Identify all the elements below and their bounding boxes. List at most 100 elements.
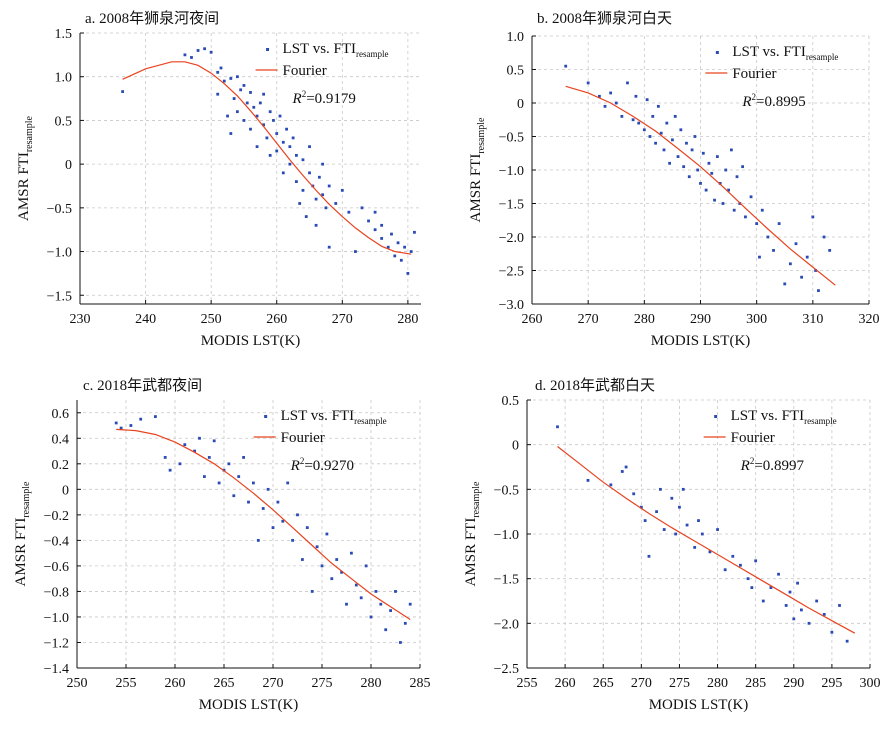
- scatter-point: [671, 138, 674, 142]
- y-axis-label: AMSR FTIresample: [468, 117, 487, 222]
- scatter-point: [731, 554, 735, 558]
- scatter-point: [314, 197, 318, 201]
- y-axis-label-main: AMSR FTI: [463, 518, 479, 587]
- scatter-point: [556, 425, 559, 429]
- scatter-point: [815, 599, 819, 603]
- scatter-point: [642, 128, 646, 132]
- x-tick-label: 275: [312, 676, 333, 691]
- x-axis-label: MODIS LST(K): [201, 333, 301, 349]
- scatter-point: [216, 92, 220, 96]
- scatter-point: [707, 161, 711, 165]
- scatter-point: [399, 641, 402, 644]
- scatter-point: [310, 590, 314, 593]
- scatter-point: [296, 513, 299, 517]
- scatter-point: [647, 554, 651, 558]
- scatter-point: [693, 546, 697, 549]
- r-squared-annotation: R2=0.9270: [290, 456, 354, 474]
- scatter-point: [838, 604, 841, 607]
- scatter-point: [685, 523, 689, 527]
- scatter-point: [713, 198, 716, 202]
- x-tick-label: 270: [578, 312, 599, 327]
- scatter-point: [393, 254, 397, 258]
- scatter-point: [242, 84, 246, 87]
- scatter-point: [121, 90, 125, 93]
- scatter-point: [262, 123, 266, 127]
- scatter-point: [373, 228, 377, 232]
- scatter-point: [696, 168, 700, 172]
- x-tick-label: 260: [555, 676, 576, 691]
- scatter-point: [255, 145, 259, 149]
- scatter-point: [749, 195, 753, 199]
- scatter-point: [805, 255, 809, 259]
- scatter-point: [822, 613, 826, 616]
- scatter-point: [291, 136, 295, 140]
- legend-scatter-label-subscript: resample: [804, 416, 836, 426]
- y-tick-label: −0.5: [47, 202, 72, 217]
- scatter-point: [258, 101, 262, 105]
- legend-scatter-marker: [714, 415, 718, 418]
- x-tick-label: 270: [263, 676, 284, 691]
- scatter-point: [390, 232, 393, 236]
- legend-scatter-label: LST vs. FTIresample: [281, 408, 387, 426]
- scatter-point: [335, 558, 339, 561]
- scatter-point: [379, 602, 383, 606]
- y-tick-label: 0.4: [52, 432, 70, 447]
- scatter-point: [648, 135, 652, 138]
- y-tick-label: −1.0: [47, 246, 72, 261]
- scatter-point: [347, 210, 351, 214]
- y-axis-label: AMSR FTIresample: [16, 116, 35, 221]
- x-tick-label: 285: [410, 676, 431, 691]
- scatter-point: [380, 237, 384, 240]
- scatter-point: [690, 148, 694, 152]
- scatter-point: [209, 50, 213, 54]
- scatter-point: [229, 132, 233, 135]
- scatter-point: [586, 479, 590, 482]
- r-squared-superscript: 2: [750, 456, 755, 466]
- scatter-point: [609, 483, 613, 487]
- r-squared-superscript: 2: [302, 89, 307, 99]
- scatter-point: [235, 110, 239, 114]
- scatter-point: [249, 127, 252, 131]
- scatter-point: [119, 426, 123, 430]
- scatter-point: [564, 64, 568, 68]
- legend-scatter-label: LST vs. FTIresample: [731, 408, 837, 426]
- scatter-point: [285, 127, 288, 131]
- x-tick-label: 320: [859, 312, 880, 327]
- scatter-point: [620, 115, 624, 118]
- scatter-point: [658, 487, 662, 491]
- scatter-point: [308, 171, 311, 175]
- y-tick-label: 1.0: [55, 71, 73, 86]
- scatter-point: [242, 456, 245, 459]
- scatter-point: [777, 572, 780, 576]
- scatter-point: [334, 202, 338, 205]
- x-tick-label: 280: [361, 676, 382, 691]
- y-tick-label: 0.5: [55, 114, 73, 129]
- scatter-point: [301, 188, 305, 192]
- y-tick-label: 0.2: [52, 458, 70, 473]
- legend-scatter-label-main: LST vs. FTI: [731, 408, 804, 424]
- scatter-point: [744, 215, 747, 219]
- scatter-point: [700, 532, 704, 536]
- x-tick-label: 255: [116, 676, 137, 691]
- scatter-point: [226, 114, 229, 118]
- chart-title: a. 2008年狮泉河夜间: [85, 10, 219, 27]
- scatter-point: [183, 53, 187, 57]
- scatter-point: [766, 235, 770, 239]
- scatter-point: [262, 92, 266, 96]
- legend-scatter-label-subscript: resample: [354, 416, 386, 426]
- scatter-point: [701, 151, 705, 155]
- scatter-point: [232, 97, 236, 100]
- scatter-point: [760, 208, 764, 212]
- scatter-point: [761, 599, 765, 603]
- scatter-point: [129, 424, 133, 427]
- y-tick-label: −0.5: [494, 483, 519, 498]
- scatter-point: [741, 165, 745, 169]
- scatter-point: [203, 475, 206, 478]
- scatter-point: [643, 519, 647, 522]
- scatter-point: [317, 175, 321, 179]
- scatter-point: [327, 245, 331, 249]
- scatter-point: [330, 577, 334, 581]
- scatter-point: [586, 81, 590, 85]
- y-tick-label: 0.5: [507, 64, 525, 79]
- x-tick-label: 260: [165, 676, 186, 691]
